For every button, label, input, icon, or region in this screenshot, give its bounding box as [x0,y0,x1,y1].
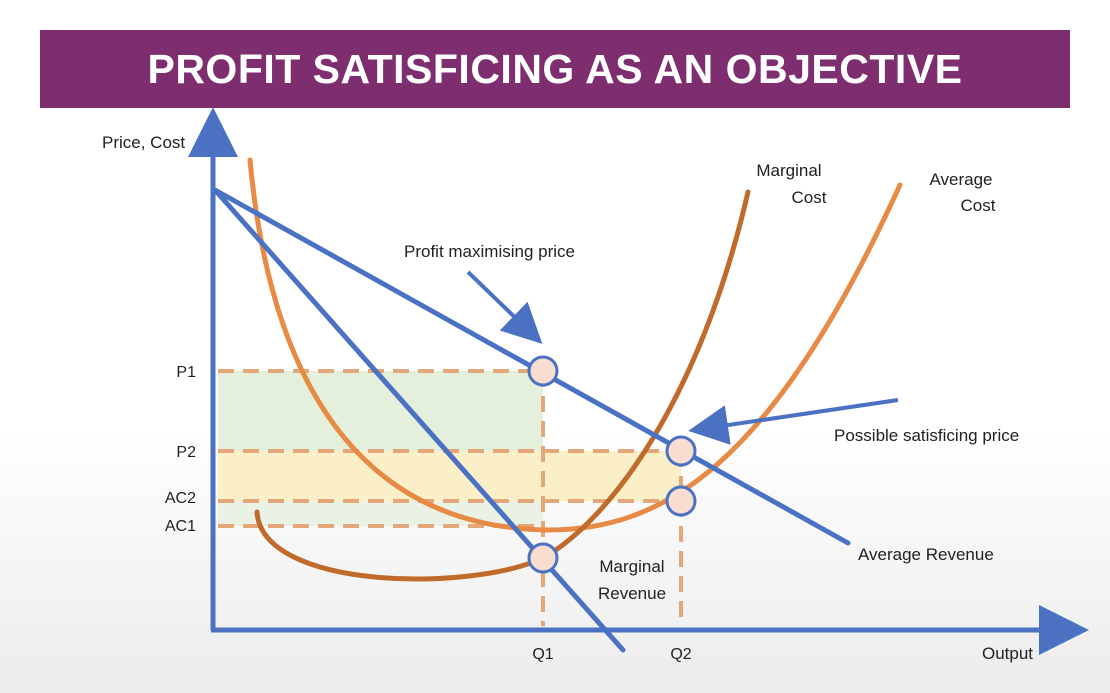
profit-area-yellow [218,451,681,501]
marginal-revenue-label-line2: Revenue [598,584,666,603]
marginal-cost-label-line1: Marginal [756,161,821,180]
y-tick-p1: P1 [176,364,196,381]
points [527,355,697,574]
satisficing-arrow [688,398,899,445]
marginal-revenue-line [212,187,626,653]
profit-max-point [527,355,559,387]
satisficing-point [665,435,697,467]
ac2-point [665,485,697,517]
satisficing-annotation: Possible satisficing price [834,426,1019,445]
profit-max-annotation: Profit maximising price [404,242,575,261]
average-revenue-label: Average Revenue [858,545,994,564]
title-banner: PROFIT SATISFICING AS AN OBJECTIVE [40,30,1070,108]
slide-title: PROFIT SATISFICING AS AN OBJECTIVE [147,45,963,92]
profit-area-green [218,371,543,451]
average-cost-label-line2: Cost [961,196,996,215]
y-tick-p2: P2 [176,444,196,461]
y-tick-ac1: AC1 [165,518,196,535]
x-axis-label: Output [982,644,1033,663]
profit-max-arrow [466,270,543,344]
average-cost-label-line1: Average [929,170,992,189]
average-cost-curve [247,157,903,533]
y-axis-label: Price, Cost [102,133,185,152]
marginal-cost-label-line2: Cost [792,188,827,207]
x-tick-q1: Q1 [532,646,553,663]
x-tick-q2: Q2 [670,646,691,663]
y-tick-ac2: AC2 [165,490,196,507]
marginal-revenue-label-line1: Marginal [599,557,664,576]
mc-mr-intersection-point [527,542,559,574]
